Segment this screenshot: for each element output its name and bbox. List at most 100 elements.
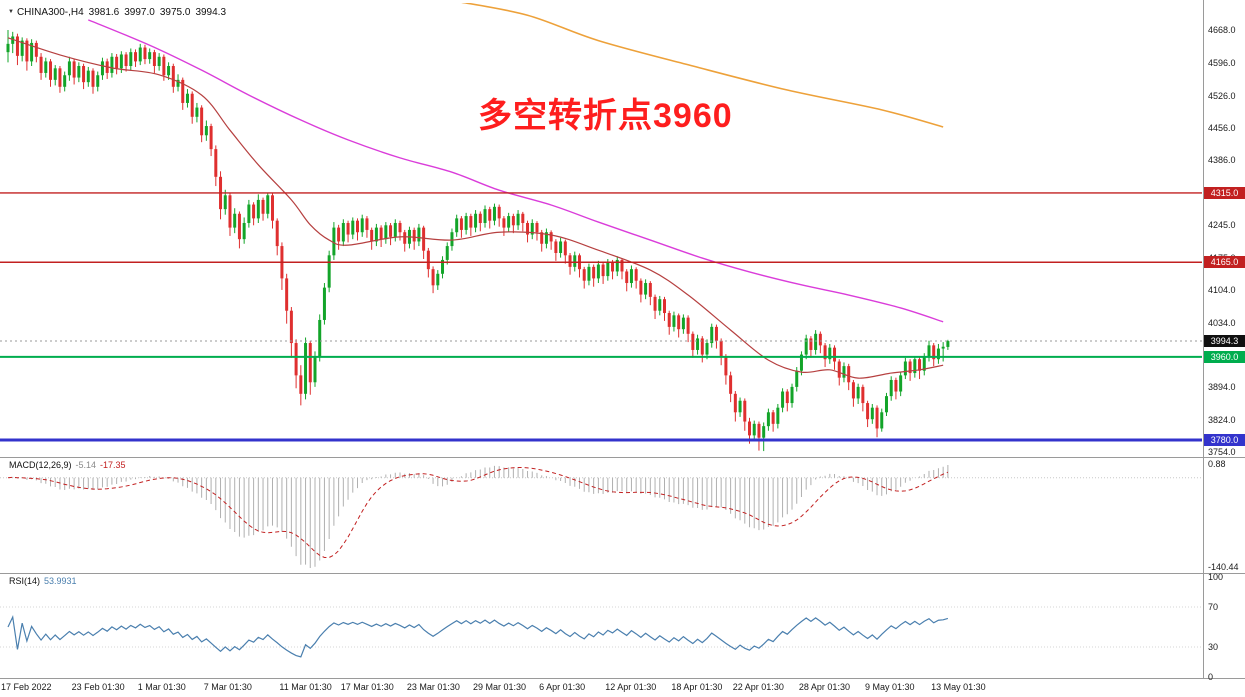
time-tick-label: 28 Apr 01:30 — [798, 682, 850, 692]
candle-body — [252, 204, 256, 219]
candle-body — [266, 195, 270, 214]
price-tag-4315: 4315.0 — [1204, 186, 1245, 199]
candle-body — [587, 266, 591, 281]
title-close: 3994.3 — [195, 7, 227, 18]
time-tick-label: 17 Feb 2022 — [1, 682, 52, 692]
candle-body — [894, 379, 898, 392]
price-axis[interactable] — [1203, 0, 1204, 678]
candle-body — [209, 126, 213, 150]
candle-body — [568, 255, 572, 267]
candle-body — [941, 346, 945, 349]
candle-body — [743, 400, 747, 422]
ma-long-line — [461, 3, 944, 128]
macd-name: MACD(12,26,9) — [9, 460, 72, 470]
candle-body — [469, 216, 473, 228]
price-tag-4165: 4165.0 — [1204, 256, 1245, 269]
candle-body — [110, 56, 114, 73]
candle-body — [6, 43, 10, 53]
time-tick-label: 23 Feb 01:30 — [71, 682, 125, 692]
candle-body — [667, 313, 671, 327]
time-tick-label: 18 Apr 01:30 — [671, 682, 723, 692]
candle-body — [431, 269, 435, 286]
candle-body — [20, 40, 24, 56]
macd-histogram — [12, 465, 949, 568]
candle-body — [195, 107, 199, 117]
time-axis-separator — [0, 678, 1245, 679]
time-tick-label: 6 Apr 01:30 — [539, 682, 586, 692]
candle-body — [681, 317, 685, 330]
candle-body — [833, 347, 837, 362]
candle-body — [119, 54, 123, 69]
macd-value-signal: -17.35 — [100, 460, 126, 470]
candle-body — [771, 412, 775, 424]
candle-body — [842, 366, 846, 378]
candle-body — [932, 345, 936, 360]
candle-body — [899, 375, 903, 392]
annotation-text[interactable]: 多空转折点3960 — [478, 97, 733, 135]
candle-body — [875, 407, 879, 429]
price-tick-label: 4245.0 — [1208, 220, 1236, 231]
candle-body — [124, 54, 128, 67]
title-high: 3997.0 — [124, 7, 155, 18]
candle-body — [318, 319, 322, 357]
candle-body — [459, 218, 463, 230]
price-tick-label: 4456.0 — [1208, 122, 1236, 133]
candle-body — [11, 36, 15, 44]
title-open: 3981.6 — [88, 7, 120, 18]
candle-body — [143, 47, 147, 60]
candle-body — [422, 227, 426, 251]
time-tick-label: 1 Mar 01:30 — [137, 682, 186, 692]
candle-body — [729, 375, 733, 394]
candle-body — [672, 315, 676, 327]
rsi-name: RSI(14) — [9, 576, 41, 586]
candle-body — [171, 66, 175, 87]
candle-body — [86, 70, 90, 83]
time-tick-label: 9 May 01:30 — [865, 682, 915, 692]
candle-body — [781, 391, 785, 408]
candle-body — [644, 283, 648, 295]
candle-body — [799, 354, 803, 371]
candle-body — [181, 79, 185, 103]
candle-body — [544, 232, 548, 244]
candle-body — [30, 42, 34, 62]
candle-body — [521, 213, 525, 223]
panel-separator-macd[interactable] — [0, 457, 1245, 458]
candle-body — [502, 218, 506, 228]
candle-body — [634, 269, 638, 281]
candle-body — [72, 61, 76, 78]
candle-body — [866, 403, 870, 420]
candle-body — [190, 93, 194, 117]
candle-body — [256, 199, 260, 219]
candle-body — [374, 227, 378, 242]
candle-body — [77, 66, 81, 78]
macd-scale-min: -140.44 — [1208, 562, 1239, 572]
time-tick-label: 29 Mar 01:30 — [473, 682, 527, 692]
candle-body — [507, 216, 511, 228]
candle-body — [441, 259, 445, 274]
candle-body — [653, 296, 657, 311]
candle-body — [49, 61, 53, 80]
candle-body — [304, 343, 308, 394]
candle-body — [360, 218, 364, 233]
candle-body — [455, 218, 459, 233]
candle-body — [242, 222, 246, 240]
candle-body — [204, 126, 208, 136]
price-tick-label: 4386.0 — [1208, 155, 1236, 166]
candle-body — [237, 213, 241, 240]
candle-body — [809, 338, 813, 350]
macd-signal-line — [7, 466, 949, 558]
panel-separator-rsi[interactable] — [0, 573, 1245, 574]
macd-value-main: -5.14 — [75, 460, 97, 470]
current-price-tag: 3994.3 — [1204, 335, 1245, 348]
candle-body — [15, 36, 19, 56]
symbol-marker-icon: ▼ — [8, 9, 14, 15]
candle-body — [582, 269, 586, 281]
candle-body — [615, 259, 619, 272]
candle-body — [946, 341, 950, 347]
candle-body — [341, 222, 345, 242]
candle-body — [511, 216, 515, 226]
candle-body — [492, 206, 496, 221]
candle-body — [918, 359, 922, 371]
candle-body — [299, 375, 303, 394]
